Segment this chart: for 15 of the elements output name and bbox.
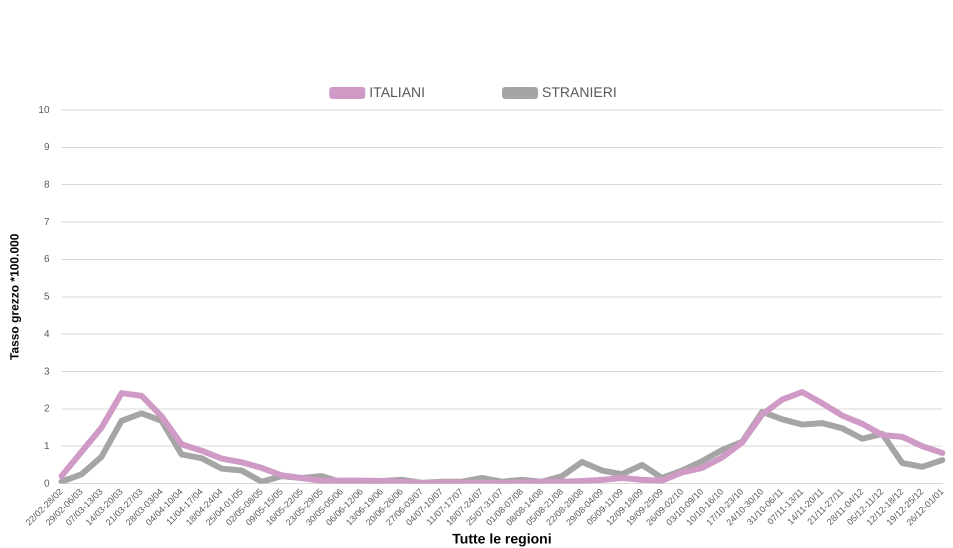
- y-tick-label: 7: [44, 216, 50, 228]
- y-tick-label: 0: [44, 478, 50, 490]
- x-axis-title: Tutte le regioni: [452, 530, 552, 546]
- y-tick-label: 6: [44, 254, 50, 266]
- y-tick-label: 1: [44, 440, 50, 452]
- legend-label: STRANIERI: [542, 84, 617, 100]
- y-tick-label: 5: [44, 292, 50, 303]
- y-tick-label: 8: [44, 179, 50, 190]
- y-tick-label: 9: [44, 142, 50, 154]
- legend-label: ITALIANI: [369, 84, 426, 100]
- y-tick-label: 3: [44, 366, 50, 378]
- y-axis-title: Tasso grezzo *100.000: [8, 233, 22, 360]
- y-tick-label: 10: [38, 104, 50, 116]
- y-tick-label: 2: [44, 404, 50, 415]
- y-tick-label: 4: [44, 328, 50, 340]
